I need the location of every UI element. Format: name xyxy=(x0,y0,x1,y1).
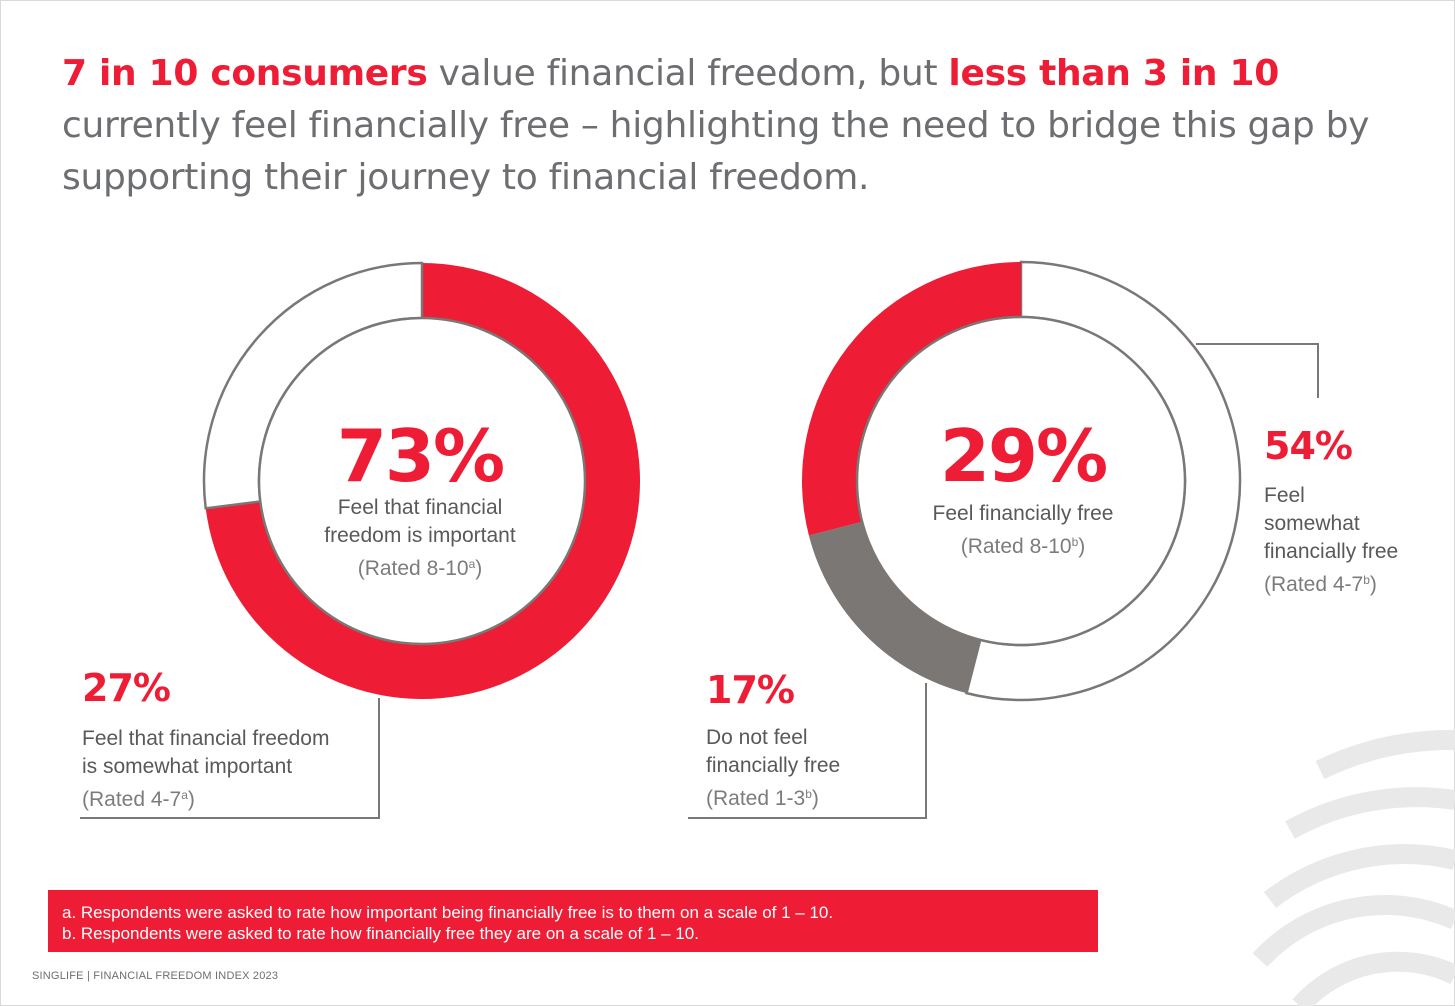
label-17-rated: (Rated 1-3b) xyxy=(706,787,819,810)
decorative-arc xyxy=(1315,729,1455,780)
chart2-center-line1: Feel financially free xyxy=(932,502,1114,525)
label-17-percent: 17% xyxy=(706,668,795,712)
label-54-percent: 54% xyxy=(1264,424,1353,468)
label-54-rated: (Rated 4-7b) xyxy=(1264,573,1377,596)
label-54-line2: somewhat xyxy=(1264,512,1360,535)
chart1-center-percent: 73% xyxy=(336,414,505,498)
headline-highlight-1: 7 in 10 consumers xyxy=(62,53,428,94)
decorative-arc xyxy=(1263,844,1455,908)
label-27-rated: (Rated 4-7a) xyxy=(82,788,195,811)
label-54-line3: financially free xyxy=(1264,540,1399,563)
label-17-text: Do not feel financially free (Rated 1-3b… xyxy=(706,724,840,813)
decorative-arc xyxy=(1252,895,1455,967)
chart1-center-line1: Feel that financial xyxy=(337,496,503,519)
decorative-arcs xyxy=(1252,729,1455,1006)
footnote-b: b. Respondents were asked to rate how fi… xyxy=(62,924,699,943)
headline: 7 in 10 consumers value financial freedo… xyxy=(62,48,1392,204)
chart2-center-percent: 29% xyxy=(939,414,1108,498)
footnote-a: a. Respondents were asked to rate how im… xyxy=(62,903,834,922)
label-27-percent: 27% xyxy=(82,666,171,710)
headline-highlight-2: less than 3 in 10 xyxy=(948,53,1279,94)
leader-line-27 xyxy=(80,698,380,819)
label-27-text: Feel that financial freedom is somewhat … xyxy=(82,725,329,814)
label-54-text: Feel somewhat financially free (Rated 4-… xyxy=(1264,482,1398,599)
donut-chart-importance xyxy=(202,261,640,699)
donut-inner-circle xyxy=(855,315,1187,647)
chart2-center-label: Feel financially free (Rated 8-10b) xyxy=(873,500,1173,561)
label-54-line1: Feel xyxy=(1264,484,1305,507)
label-17-line1: Do not feel xyxy=(706,726,808,749)
donut-chart-freedom xyxy=(802,260,1242,702)
headline-text-1: value financial freedom, but xyxy=(427,53,949,94)
headline-text-2: currently feel financially free – highli… xyxy=(62,105,1370,198)
leader-line-54 xyxy=(1196,343,1319,398)
leader-line-17 xyxy=(688,683,927,819)
chart1-center-label: Feel that financial freedom is important… xyxy=(270,494,570,583)
footer-text: SINGLIFE | FINANCIAL FREEDOM INDEX 2023 xyxy=(32,970,279,982)
label-27-line1: Feel that financial freedom xyxy=(82,727,330,750)
chart2-center-rated: (Rated 8-10b) xyxy=(960,535,1086,558)
decorative-arc xyxy=(1292,951,1455,1006)
label-17-line2: financially free xyxy=(706,754,841,777)
decorative-arc xyxy=(1285,787,1455,839)
chart1-center-rated: (Rated 8-10a) xyxy=(357,557,483,580)
donut-inner-circle xyxy=(257,316,587,646)
slice-not-free xyxy=(808,521,981,694)
chart1-center-line2: freedom is important xyxy=(324,524,516,547)
label-27-line2: is somewhat important xyxy=(82,755,293,778)
footnote-box: a. Respondents were asked to rate how im… xyxy=(48,890,1098,952)
